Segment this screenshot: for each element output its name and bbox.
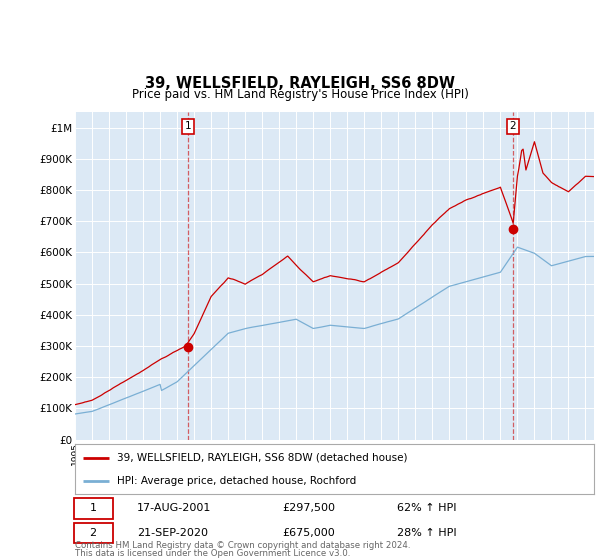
Text: This data is licensed under the Open Government Licence v3.0.: This data is licensed under the Open Gov… xyxy=(75,549,350,558)
Text: 39, WELLSFIELD, RAYLEIGH, SS6 8DW (detached house): 39, WELLSFIELD, RAYLEIGH, SS6 8DW (detac… xyxy=(116,452,407,463)
Text: HPI: Average price, detached house, Rochford: HPI: Average price, detached house, Roch… xyxy=(116,477,356,486)
FancyBboxPatch shape xyxy=(74,498,113,519)
Text: 28% ↑ HPI: 28% ↑ HPI xyxy=(397,528,457,538)
Text: 2: 2 xyxy=(509,122,516,132)
Text: Contains HM Land Registry data © Crown copyright and database right 2024.: Contains HM Land Registry data © Crown c… xyxy=(75,541,410,550)
Text: 62% ↑ HPI: 62% ↑ HPI xyxy=(397,503,456,514)
Text: 1: 1 xyxy=(89,503,97,514)
Text: 21-SEP-2020: 21-SEP-2020 xyxy=(137,528,208,538)
Text: 39, WELLSFIELD, RAYLEIGH, SS6 8DW: 39, WELLSFIELD, RAYLEIGH, SS6 8DW xyxy=(145,76,455,91)
FancyBboxPatch shape xyxy=(74,523,113,543)
Text: 1: 1 xyxy=(185,122,191,132)
Text: Price paid vs. HM Land Registry's House Price Index (HPI): Price paid vs. HM Land Registry's House … xyxy=(131,88,469,101)
Text: 2: 2 xyxy=(89,528,97,538)
Text: £297,500: £297,500 xyxy=(283,503,335,514)
Text: 17-AUG-2001: 17-AUG-2001 xyxy=(137,503,212,514)
Text: £675,000: £675,000 xyxy=(283,528,335,538)
